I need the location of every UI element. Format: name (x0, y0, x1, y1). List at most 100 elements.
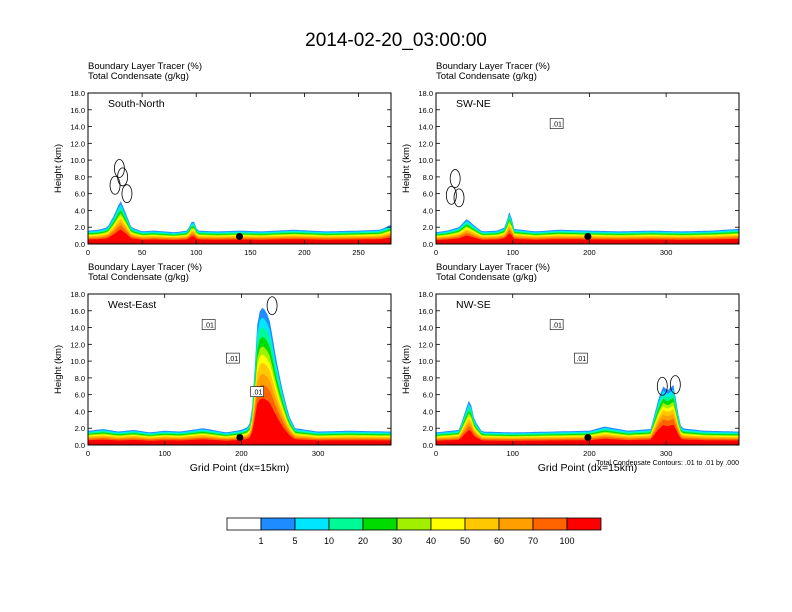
condensate-contour-0 (266, 296, 278, 316)
colorbar-swatch-2 (294, 517, 330, 531)
colorbar-label: 70 (528, 536, 538, 546)
y-tick-label: 14.0 (70, 123, 85, 132)
x-tick-label: 300 (312, 449, 325, 458)
terrain-strip (88, 241, 391, 244)
tracer-field (436, 169, 739, 244)
condensate-contour-1 (449, 169, 461, 188)
colorbar-label: 60 (494, 536, 504, 546)
colorbar-swatch-1 (260, 517, 296, 531)
y-tick-label: 12.0 (70, 139, 85, 148)
tracer-field (88, 159, 391, 244)
y-tick-label: 12.0 (418, 139, 433, 148)
y-tick-label: 14.0 (70, 324, 85, 333)
x-tick-label: 50 (138, 248, 146, 257)
y-axis-label: Height (km) (53, 144, 64, 193)
y-tick-label: 0.0 (75, 240, 85, 249)
tracer-band-8 (88, 384, 391, 445)
plot-frame (435, 293, 740, 446)
tracer-band-5 (88, 354, 391, 445)
colorbar-label: 5 (292, 536, 297, 546)
contour-label: .01 (228, 356, 238, 363)
y-tick-label: 10.0 (418, 156, 433, 165)
y-tick-label: 10.0 (418, 357, 433, 366)
terrain-strip (436, 241, 739, 244)
colorbar-label: 40 (426, 536, 436, 546)
condensate-contour-0 (109, 175, 121, 195)
tracer-band-6 (88, 362, 391, 445)
tracer-field (436, 375, 739, 445)
plot-frame (87, 92, 392, 245)
y-axis-label: Height (km) (53, 345, 64, 394)
y-tick-label: 10.0 (70, 156, 85, 165)
colorbar-swatch-8 (498, 517, 534, 531)
contour-label-box (250, 386, 264, 397)
terrain-marker (584, 232, 592, 240)
tracer-band-9 (88, 229, 391, 244)
y-tick-label: 8.0 (75, 173, 85, 182)
x-tick-label: 300 (660, 248, 673, 257)
x-tick-label: 100 (506, 449, 519, 458)
plot-frame (435, 92, 740, 245)
panel-subtitle-condensate: Total Condensate (g/kg) (88, 272, 189, 283)
y-tick-label: 18.0 (70, 89, 85, 98)
y-tick-label: 6.0 (423, 190, 433, 199)
contour-label: .01 (552, 122, 562, 129)
tracer-band-1 (88, 317, 391, 445)
terrain-marker (584, 433, 592, 441)
y-tick-label: 6.0 (75, 391, 85, 400)
y-tick-label: 16.0 (418, 106, 433, 115)
condensate-contour-1 (669, 375, 681, 394)
y-tick-label: 14.0 (418, 324, 433, 333)
colorbar-label: 100 (559, 536, 574, 546)
tracer-band-0 (88, 307, 391, 445)
plot-frame (87, 293, 392, 446)
y-tick-label: 14.0 (418, 123, 433, 132)
x-tick-label: 0 (86, 248, 90, 257)
x-tick-label: 200 (583, 248, 596, 257)
colorbar-swatch-10 (566, 517, 602, 531)
colorbar-swatch-6 (430, 517, 466, 531)
y-tick-label: 0.0 (423, 441, 433, 450)
panel-nw-se: Boundary Layer Tracer (%)Total Condensat… (401, 262, 740, 474)
y-tick-label: 2.0 (423, 223, 433, 232)
y-tick-label: 8.0 (75, 374, 85, 383)
x-axis-label: Grid Point (dx=15km) (190, 462, 290, 474)
panel-direction-label: NW-SE (456, 299, 491, 311)
x-axis-label: Grid Point (dx=15km) (538, 462, 638, 474)
contour-label-box (549, 118, 564, 129)
condensate-contour-0 (656, 376, 668, 396)
y-tick-label: 18.0 (418, 290, 433, 299)
figure-title: 2014-02-20_03:00:00 (305, 30, 487, 51)
tracer-band-4 (88, 346, 391, 445)
y-tick-label: 0.0 (423, 240, 433, 249)
terrain-strip (436, 442, 739, 445)
x-tick-label: 100 (506, 248, 519, 257)
colorbar-swatch-3 (328, 517, 364, 531)
colorbar-swatch-9 (532, 517, 568, 531)
contour-label: .01 (204, 323, 214, 330)
tracer-band-8 (88, 225, 391, 244)
y-tick-label: 16.0 (70, 106, 85, 115)
tracer-band-3 (88, 336, 391, 445)
colorbar-swatch-5 (396, 517, 432, 531)
x-tick-label: 100 (190, 248, 203, 257)
terrain-marker (236, 433, 244, 441)
y-tick-label: 4.0 (423, 407, 433, 416)
y-tick-label: 2.0 (75, 424, 85, 433)
tracer-band-9 (436, 424, 739, 445)
y-tick-label: 8.0 (423, 173, 433, 182)
panel-subtitle-tracer: Boundary Layer Tracer (%) (436, 262, 550, 273)
tracer-band-2 (88, 327, 391, 445)
contour-label: .01 (576, 356, 586, 363)
y-tick-label: 4.0 (75, 206, 85, 215)
y-axis-label: Height (km) (401, 345, 412, 394)
terrain-strip (88, 442, 391, 445)
tracer-field (88, 296, 391, 445)
y-tick-label: 18.0 (70, 290, 85, 299)
y-tick-label: 4.0 (75, 407, 85, 416)
x-tick-label: 200 (298, 248, 311, 257)
x-tick-label: 0 (86, 449, 90, 458)
colorbar-label: 1 (258, 536, 263, 546)
colorbar-swatch-7 (464, 517, 500, 531)
y-tick-label: 18.0 (418, 89, 433, 98)
